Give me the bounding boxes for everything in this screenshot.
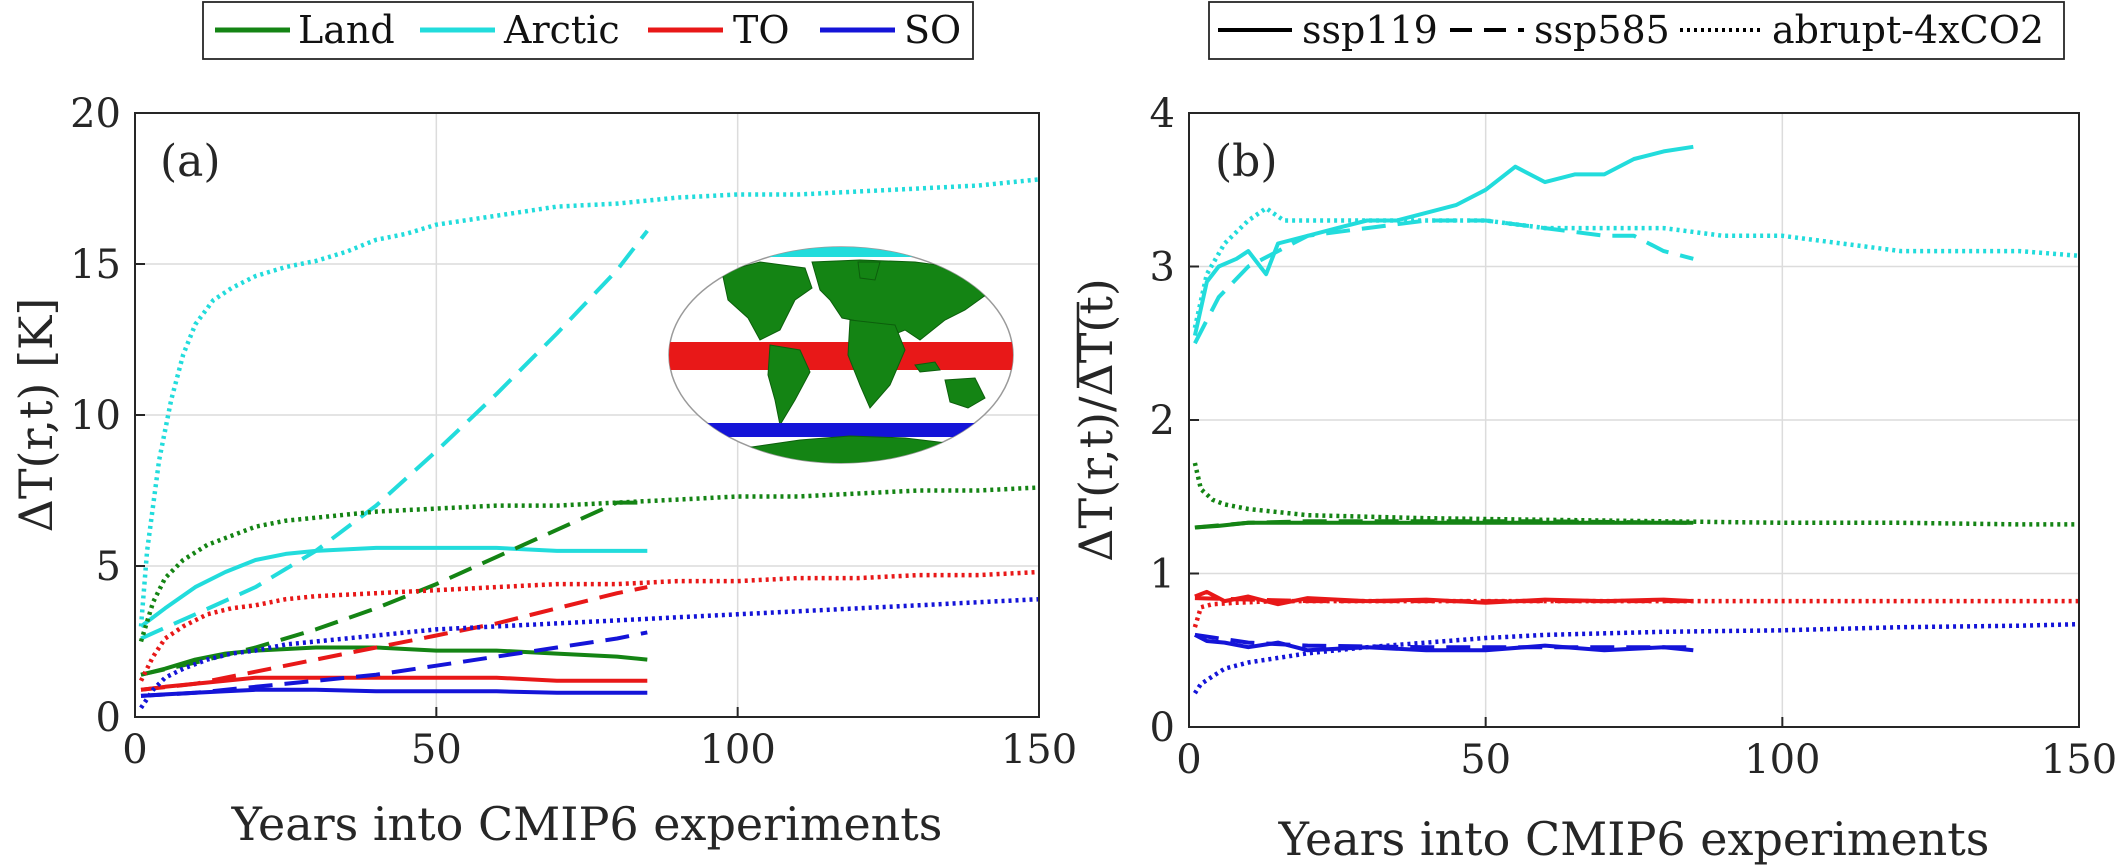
series-b-so-ssp119 (1193, 633, 1694, 653)
x-axis-label-b: Years into CMIP6 experiments (1278, 812, 1990, 866)
y-tick-label: 15 (70, 242, 121, 288)
y-tick-label: 20 (70, 91, 121, 137)
series-b-land-ssp119 (1194, 520, 1694, 530)
series-a-arctic-abrupt-4xco2 (138, 177, 1040, 627)
series-a-so-ssp119 (140, 687, 648, 698)
scenario-legend: ssp119 ssp585 abrupt-4xCO2 (1208, 1, 2065, 60)
x-tick-label: 100 (1744, 737, 1820, 783)
southern-ocean-band (669, 423, 1013, 437)
x-tick-label: 0 (122, 727, 147, 773)
legend-label-arctic: Arctic (503, 8, 620, 52)
series-a-to-ssp585 (140, 585, 648, 692)
legend-label-ssp119: ssp119 (1302, 8, 1438, 52)
x-tick-label: 100 (699, 727, 775, 773)
series-b-arctic-ssp585 (1193, 218, 1694, 345)
legend-label-to: TO (733, 8, 790, 52)
x-tick-label: 150 (2041, 737, 2116, 783)
x-tick-label: 150 (1001, 727, 1077, 773)
panel-label-a: (a) (160, 136, 221, 187)
series-a-to-ssp119 (140, 675, 648, 692)
series-b-land-abrupt-4xco2 (1192, 462, 2079, 527)
y-tick-label: 1 (1150, 552, 1175, 598)
y-tick-label: 0 (1150, 705, 1175, 751)
x-tick-label: 50 (1460, 737, 1511, 783)
y-tick-label: 5 (96, 544, 121, 590)
series-a-arctic-ssp585 (140, 229, 649, 641)
series-b-to-ssp119 (1194, 589, 1694, 607)
y-axis-label-a: ΔT(r,t) [K] (9, 298, 63, 533)
y-tick-label: 10 (70, 393, 121, 439)
land-south (767, 319, 986, 427)
series-a-to-abrupt-4xco2 (138, 569, 1040, 682)
panel-label-b: (b) (1215, 136, 1278, 187)
legend-label-land: Land (298, 8, 395, 52)
series-a-arctic-ssp119 (139, 545, 648, 628)
y-tick-label: 4 (1150, 91, 1175, 137)
tropical-ocean-band (669, 342, 1013, 370)
panel-a: 0 50 100 150 0 5 10 15 20 (a) Years into CMIP6 e… (9, 91, 1077, 851)
y-tick-label: 0 (96, 695, 121, 741)
legend-label-abrupt: abrupt-4xCO2 (1772, 8, 2044, 52)
series-b-to-abrupt-4xco2 (1192, 598, 2079, 628)
x-tick-label: 0 (1176, 737, 1201, 783)
y-tick-label: 2 (1150, 398, 1175, 444)
region-legend: Land Arctic TO SO (202, 1, 974, 60)
land-north (721, 259, 991, 341)
series-a-land-abrupt-4xco2 (138, 485, 1040, 643)
legend-label-ssp585: ssp585 (1534, 8, 1670, 52)
series-a-so-abrupt-4xco2 (139, 596, 1040, 710)
panel-b: 0 50 100 150 0 1 2 3 4 (b) Years into CMIP6 expe… (1069, 91, 2116, 866)
y-tick-label: 3 (1150, 245, 1175, 291)
region-map-inset (668, 246, 1014, 464)
series-b-arctic-ssp119 (1192, 144, 1694, 337)
x-tick-label: 50 (411, 727, 462, 773)
series-b-arctic-abrupt-4xco2 (1192, 205, 2080, 329)
arctic-region-band (669, 247, 1013, 257)
series-a-land-ssp119 (140, 645, 648, 677)
x-axis-label-a: Years into CMIP6 experiments (231, 797, 943, 851)
legend-label-so: SO (904, 8, 961, 52)
series-b-so-abrupt-4xco2 (1193, 621, 2080, 695)
